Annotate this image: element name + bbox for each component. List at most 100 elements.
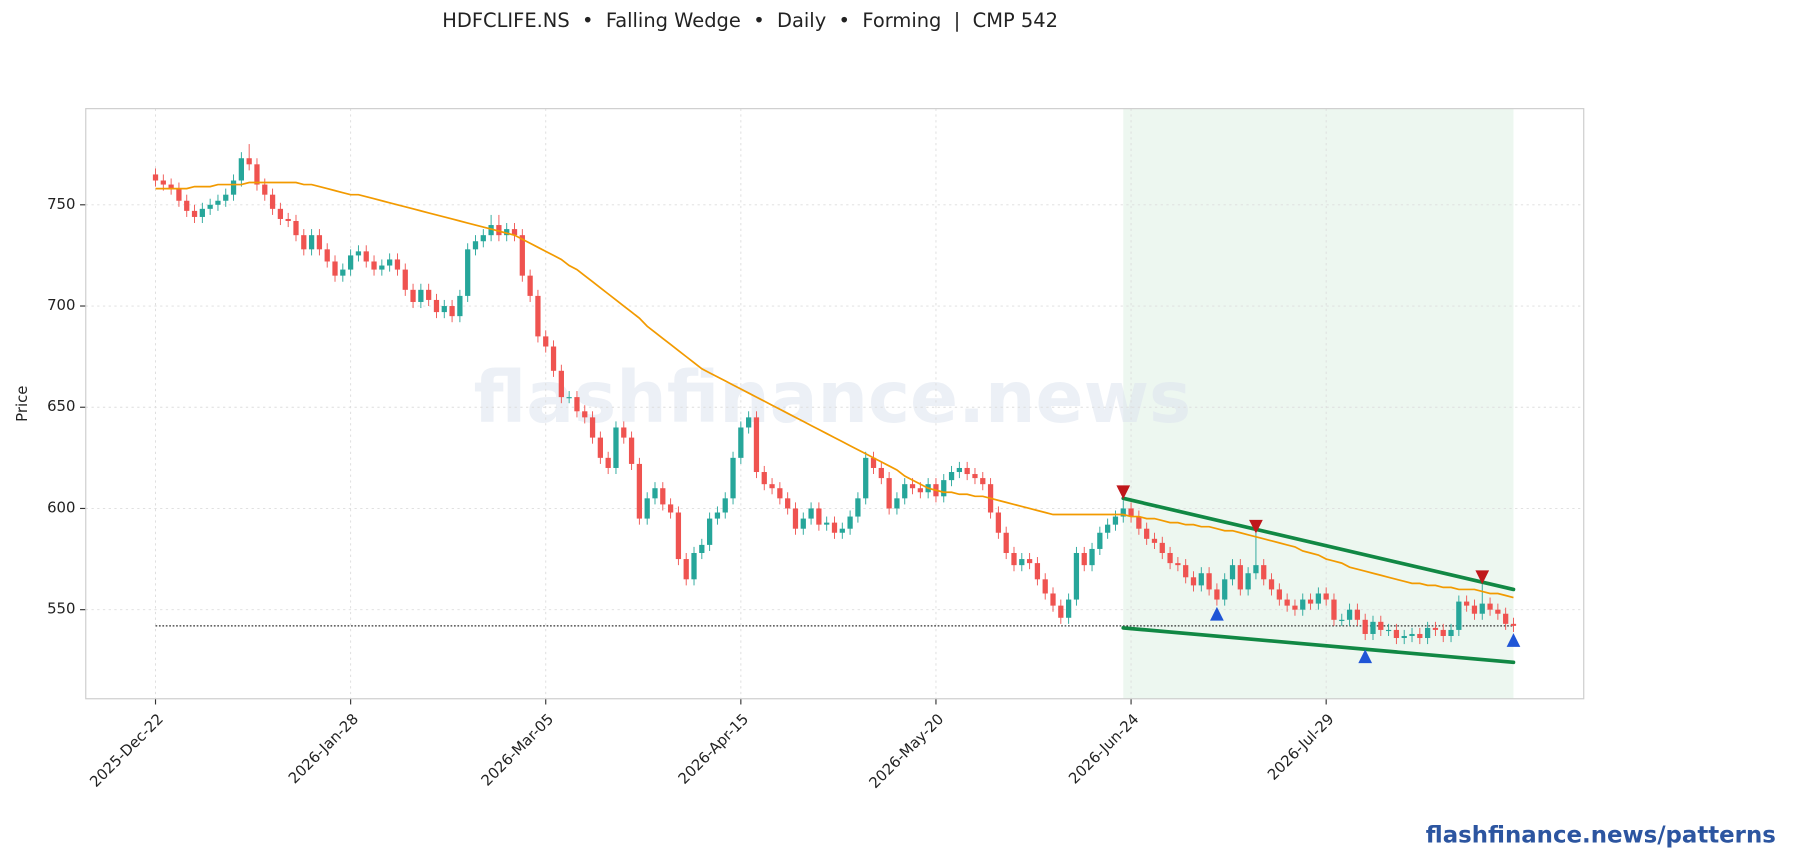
candle-body — [706, 518, 713, 545]
watermark: flashfinance.news — [474, 356, 1192, 439]
candle-body — [441, 306, 447, 313]
candle-body — [605, 457, 611, 468]
candle-body — [223, 194, 229, 201]
candle-body — [301, 235, 307, 250]
candle-body — [667, 504, 674, 513]
candle-body — [1417, 633, 1423, 639]
candle-body — [1222, 579, 1228, 600]
candle-body — [941, 480, 947, 497]
candle-body — [371, 261, 377, 270]
candle-body — [1167, 552, 1173, 564]
candle-body — [1151, 538, 1158, 543]
candle-body — [1268, 579, 1275, 590]
candle-body — [1058, 605, 1064, 618]
candle-body — [254, 164, 260, 185]
candle-body — [628, 437, 635, 464]
candle-body — [543, 336, 549, 347]
candle-body — [511, 229, 518, 236]
candle-body — [1276, 589, 1282, 600]
candle-body — [230, 180, 237, 195]
candle-body — [730, 457, 736, 499]
candle-body — [574, 397, 580, 412]
candle-body — [1354, 609, 1361, 620]
candle-body — [636, 463, 643, 519]
trough-marker — [1358, 649, 1373, 664]
candle-body — [262, 184, 268, 195]
candle-body — [199, 208, 205, 217]
candle-body — [964, 467, 970, 475]
candle-body — [215, 200, 221, 205]
candle-body — [1034, 563, 1041, 580]
candle-body — [785, 498, 791, 509]
candle-body — [1183, 565, 1189, 578]
candle-body — [504, 229, 510, 236]
candle-body — [535, 295, 541, 337]
candle-body — [1479, 603, 1485, 614]
candle-body — [1409, 633, 1415, 636]
chart-title: HDFCLIFE.NS • Falling Wedge • Daily • Fo… — [442, 9, 1058, 32]
y-tick-label: 550 — [47, 600, 75, 618]
candle-body — [293, 220, 299, 236]
candle-body — [847, 516, 853, 529]
candle-body — [722, 498, 728, 513]
candle-body — [1284, 599, 1290, 606]
candle-body — [1073, 552, 1080, 600]
candle-body — [1261, 565, 1267, 580]
candle-body — [644, 498, 650, 519]
candle-body — [824, 522, 830, 525]
candle-body — [527, 275, 533, 296]
candle-body — [995, 512, 1002, 533]
candle-body — [1065, 599, 1072, 618]
candle-body — [176, 188, 182, 201]
candle-body — [1346, 609, 1353, 620]
candle-body — [160, 180, 166, 185]
candle-body — [316, 235, 323, 250]
candle-body — [675, 512, 682, 560]
candle-body — [1175, 563, 1181, 566]
candle-body — [433, 299, 440, 313]
candle-body — [1026, 559, 1033, 564]
candle-body — [379, 265, 385, 270]
candle-body — [863, 457, 869, 499]
candle-body — [777, 488, 783, 499]
wedge-line — [1121, 496, 1516, 592]
candle-body — [1159, 542, 1165, 553]
candle-body — [1105, 524, 1111, 533]
y-tick-label: 650 — [47, 397, 75, 415]
candle-body — [1503, 613, 1509, 624]
candle-body — [1448, 629, 1454, 636]
candle-body — [917, 488, 923, 493]
candle-body — [1019, 559, 1025, 566]
candle-body — [394, 259, 401, 270]
candle-body — [1253, 565, 1259, 574]
candle-body — [550, 346, 557, 371]
candle-body — [1112, 516, 1119, 525]
candle-body — [1136, 516, 1142, 529]
candle-body — [426, 289, 432, 300]
candle-body — [691, 552, 697, 580]
candle-body — [558, 370, 564, 398]
candle-body — [355, 251, 362, 256]
candle-body — [1440, 629, 1446, 636]
candle-body — [582, 411, 588, 418]
plot-frame — [85, 108, 1585, 700]
candle-body — [792, 508, 799, 529]
y-tick-label: 700 — [47, 296, 75, 314]
candle-body — [855, 498, 861, 517]
candle-body — [699, 544, 705, 553]
candle-body — [894, 498, 900, 509]
candle-body — [660, 488, 666, 505]
candle-body — [761, 472, 767, 485]
candle-body — [1487, 603, 1493, 610]
candle-body — [597, 437, 603, 458]
candle-body — [1206, 573, 1212, 590]
candle-body — [1370, 621, 1376, 634]
candle-body — [1315, 593, 1321, 604]
candle-body — [246, 158, 252, 165]
candle-body — [816, 508, 822, 525]
candle-body — [1190, 577, 1197, 586]
candle-body — [683, 559, 689, 580]
candle-body — [1050, 593, 1056, 606]
candle-body — [1432, 627, 1439, 630]
